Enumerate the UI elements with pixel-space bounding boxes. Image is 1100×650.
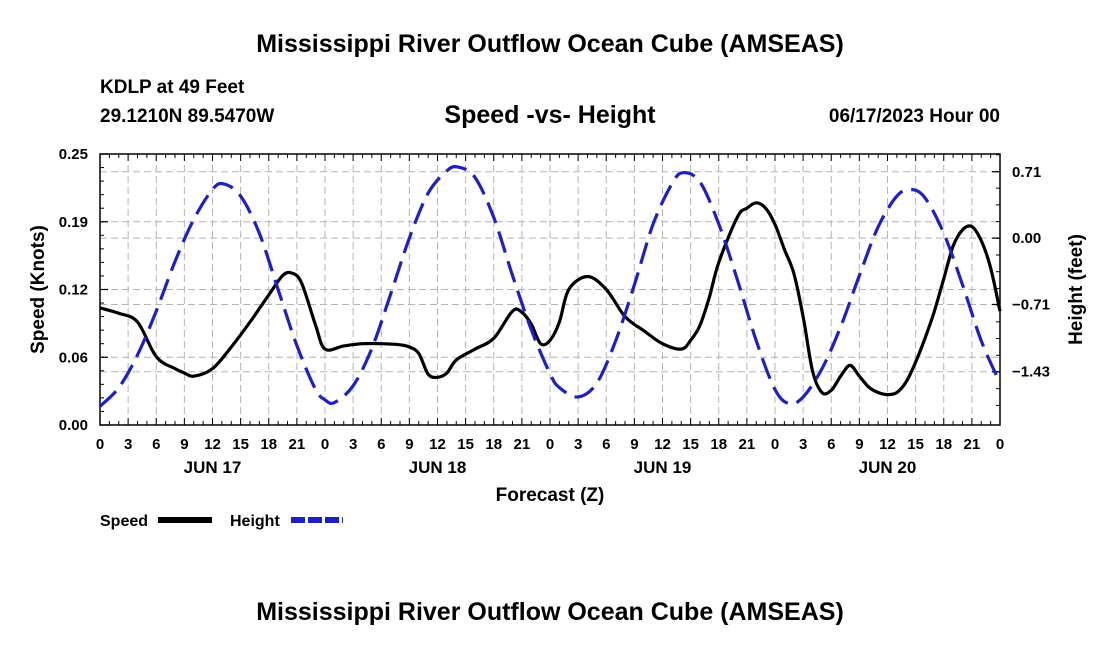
x-tick-label: 6 [602,436,610,453]
y2-tick-label: 0.71 [1012,164,1041,181]
x-tick-label: 21 [289,436,306,453]
y-tick-label: 0.19 [59,214,88,231]
y-tick-label: 0.25 [59,146,88,163]
y-tick-label: 0.06 [59,349,88,366]
x-tick-label: 9 [180,436,188,453]
station-label: KDLP at 49 Feet [100,77,245,98]
series-line-speed [99,201,1002,397]
x-tick-label: 3 [124,436,132,453]
y2-axis-title: Height (feet) [1066,234,1087,345]
x-tick-label: 3 [574,436,582,453]
x-tick-label: 6 [152,436,160,453]
x-tick-label: 6 [377,436,385,453]
series-line-height [98,165,1002,408]
x-tick-label: 12 [879,436,896,453]
footer-title: Mississippi River Outflow Ocean Cube (AM… [256,598,844,626]
x-tick-label: 15 [682,436,699,453]
x-tick-label: 0 [996,436,1004,453]
x-tick-label: 18 [485,436,502,453]
y2-tick-label: −1.43 [1012,364,1050,381]
x-day-label: JUN 20 [859,458,917,477]
y-tick-label: 0.12 [59,282,88,299]
x-tick-label: 12 [204,436,221,453]
x-tick-label: 15 [457,436,474,453]
y-axis-title: Speed (Knots) [28,225,49,354]
x-day-label: JUN 19 [634,458,692,477]
x-tick-label: 18 [260,436,277,453]
x-tick-label: 15 [232,436,249,453]
y2-tick-label: 0.00 [1012,230,1041,247]
x-tick-label: 3 [799,436,807,453]
station-coordinates: 29.1210N 89.5470W [100,106,275,127]
x-tick-label: 9 [855,436,863,453]
x-tick-label: 12 [429,436,446,453]
y-tick-label: 0.00 [59,417,88,434]
x-tick-label: 18 [935,436,952,453]
x-tick-label: 3 [349,436,357,453]
x-tick-label: 15 [907,436,924,453]
x-tick-label: 9 [405,436,413,453]
x-tick-label: 0 [771,436,779,453]
x-tick-label: 21 [514,436,531,453]
forecast-datetime: 06/17/2023 Hour 00 [828,106,1000,127]
x-axis-title: Forecast (Z) [496,485,605,506]
x-tick-label: 21 [739,436,756,453]
x-tick-label: 21 [964,436,981,453]
x-tick-label: 9 [630,436,638,453]
chart-subtitle: Speed -vs- Height [444,101,656,129]
x-tick-label: 6 [827,436,835,453]
x-day-label: JUN 17 [184,458,242,477]
x-tick-label: 0 [96,436,104,453]
x-tick-label: 12 [654,436,671,453]
speed-height-chart: 0 3 6 9 12 15 18 21 0 3 6 9 12 15 18 21 0 3 6 9 12 15 18 21 0 3 6 9… [28,146,1087,530]
legend-label-speed: Speed [100,513,148,530]
legend-label-height: Height [230,513,280,530]
x-tick-label: 0 [546,436,554,453]
x-day-label: JUN 18 [409,458,467,477]
x-tick-label: 18 [710,436,727,453]
x-tick-label: 0 [321,436,329,453]
y2-tick-label: −0.71 [1012,296,1050,313]
chart-main-title: Mississippi River Outflow Ocean Cube (AM… [256,30,844,58]
